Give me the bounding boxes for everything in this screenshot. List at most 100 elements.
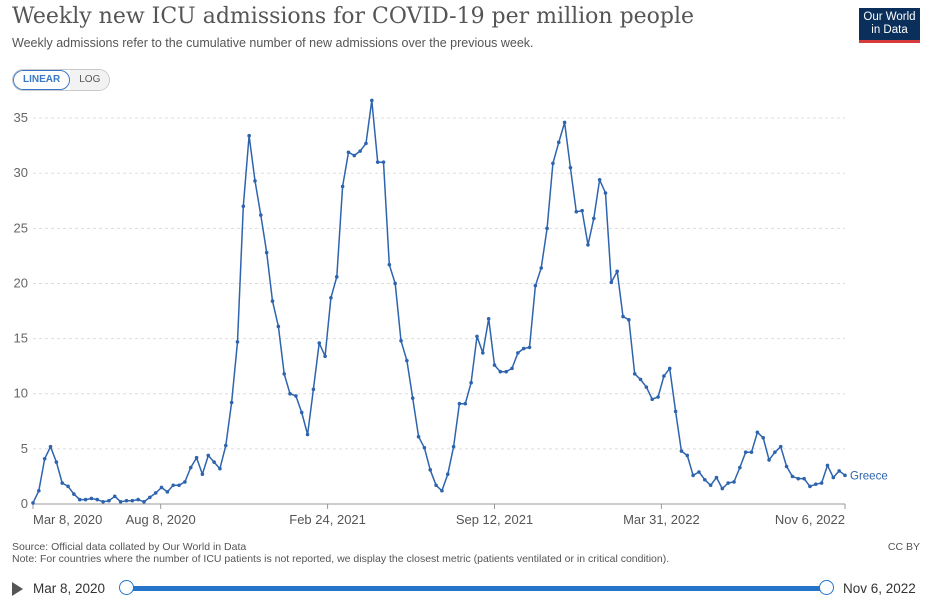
data-point[interactable] bbox=[551, 161, 555, 166]
data-point[interactable] bbox=[42, 456, 47, 461]
data-point[interactable] bbox=[54, 460, 59, 464]
data-point[interactable] bbox=[370, 98, 374, 103]
data-point[interactable] bbox=[422, 445, 427, 450]
data-point[interactable] bbox=[837, 469, 841, 473]
data-point[interactable] bbox=[720, 486, 725, 491]
data-point[interactable] bbox=[732, 480, 736, 484]
data-point[interactable] bbox=[767, 458, 771, 462]
data-point[interactable] bbox=[124, 498, 129, 503]
data-point[interactable] bbox=[743, 450, 748, 454]
data-point[interactable] bbox=[60, 481, 65, 485]
data-point[interactable] bbox=[399, 339, 403, 343]
data-point[interactable] bbox=[445, 472, 450, 477]
data-point[interactable] bbox=[194, 455, 199, 460]
data-point[interactable] bbox=[545, 226, 549, 231]
data-point[interactable] bbox=[264, 250, 269, 255]
data-point[interactable] bbox=[749, 450, 754, 454]
data-point[interactable] bbox=[142, 499, 146, 504]
data-point[interactable] bbox=[188, 465, 193, 470]
data-point[interactable] bbox=[206, 453, 211, 458]
series-greece[interactable]: Greece bbox=[31, 98, 888, 505]
data-point[interactable] bbox=[726, 481, 730, 485]
data-point[interactable] bbox=[253, 179, 257, 183]
data-point[interactable] bbox=[405, 358, 409, 363]
data-point[interactable] bbox=[843, 473, 847, 478]
data-point[interactable] bbox=[457, 401, 462, 406]
data-point[interactable] bbox=[229, 400, 234, 405]
data-point[interactable] bbox=[329, 295, 333, 300]
data-point[interactable] bbox=[247, 133, 251, 138]
linear-scale-button[interactable]: LINEAR bbox=[13, 70, 71, 90]
data-point[interactable] bbox=[440, 488, 444, 493]
data-point[interactable] bbox=[574, 209, 579, 214]
data-point[interactable] bbox=[334, 275, 339, 279]
data-point[interactable] bbox=[428, 468, 433, 472]
license-link[interactable]: CC BY bbox=[887, 541, 920, 553]
data-point[interactable] bbox=[153, 491, 158, 495]
data-point[interactable] bbox=[463, 401, 468, 406]
data-point[interactable] bbox=[177, 483, 181, 488]
data-point[interactable] bbox=[597, 178, 602, 182]
data-point[interactable] bbox=[592, 216, 596, 221]
data-point[interactable] bbox=[609, 280, 614, 285]
data-point[interactable] bbox=[527, 345, 532, 350]
timeline-start-handle[interactable] bbox=[119, 580, 134, 595]
data-point[interactable] bbox=[632, 372, 637, 376]
data-point[interactable] bbox=[48, 444, 53, 449]
data-point[interactable] bbox=[691, 473, 695, 478]
data-point[interactable] bbox=[556, 140, 561, 145]
data-point[interactable] bbox=[702, 477, 707, 482]
data-point[interactable] bbox=[673, 409, 678, 414]
data-point[interactable] bbox=[714, 475, 719, 480]
data-point[interactable] bbox=[755, 430, 760, 435]
data-point[interactable] bbox=[416, 434, 421, 439]
data-point[interactable] bbox=[136, 497, 140, 502]
data-point[interactable] bbox=[276, 324, 281, 329]
data-point[interactable] bbox=[288, 391, 292, 396]
data-point[interactable] bbox=[492, 363, 497, 367]
data-point[interactable] bbox=[346, 150, 351, 155]
data-point[interactable] bbox=[580, 208, 584, 213]
data-point[interactable] bbox=[171, 483, 176, 488]
data-point[interactable] bbox=[212, 460, 216, 464]
timeline-track[interactable] bbox=[126, 586, 826, 591]
data-point[interactable] bbox=[241, 204, 246, 209]
data-point[interactable] bbox=[521, 346, 526, 351]
data-point[interactable] bbox=[825, 463, 830, 468]
data-point[interactable] bbox=[603, 191, 608, 195]
data-point[interactable] bbox=[685, 453, 690, 458]
data-point[interactable] bbox=[486, 316, 491, 321]
data-point[interactable] bbox=[107, 498, 111, 503]
data-point[interactable] bbox=[282, 372, 286, 376]
data-point[interactable] bbox=[95, 497, 100, 502]
data-point[interactable] bbox=[679, 449, 684, 453]
data-point[interactable] bbox=[697, 470, 701, 474]
data-point[interactable] bbox=[516, 351, 520, 355]
data-point[interactable] bbox=[148, 495, 152, 500]
data-point[interactable] bbox=[644, 385, 649, 389]
data-point[interactable] bbox=[358, 149, 362, 153]
data-point[interactable] bbox=[317, 341, 322, 345]
data-point[interactable] bbox=[533, 283, 538, 288]
data-point[interactable] bbox=[539, 266, 544, 270]
data-point[interactable] bbox=[831, 475, 836, 480]
data-point[interactable] bbox=[568, 165, 573, 170]
data-point[interactable] bbox=[808, 484, 812, 489]
data-point[interactable] bbox=[72, 492, 76, 496]
data-point[interactable] bbox=[784, 464, 789, 469]
data-point[interactable] bbox=[393, 281, 397, 286]
data-point[interactable] bbox=[615, 269, 619, 274]
data-point[interactable] bbox=[813, 482, 818, 486]
data-point[interactable] bbox=[77, 497, 82, 502]
data-point[interactable] bbox=[410, 396, 415, 400]
data-point[interactable] bbox=[130, 498, 135, 503]
data-point[interactable] bbox=[796, 476, 801, 481]
data-point[interactable] bbox=[708, 483, 713, 488]
data-point[interactable] bbox=[200, 472, 205, 477]
data-point[interactable] bbox=[89, 496, 94, 501]
data-point[interactable] bbox=[183, 480, 187, 484]
data-point[interactable] bbox=[323, 354, 327, 359]
data-point[interactable] bbox=[510, 366, 514, 371]
data-point[interactable] bbox=[586, 243, 590, 247]
data-point[interactable] bbox=[299, 410, 304, 415]
